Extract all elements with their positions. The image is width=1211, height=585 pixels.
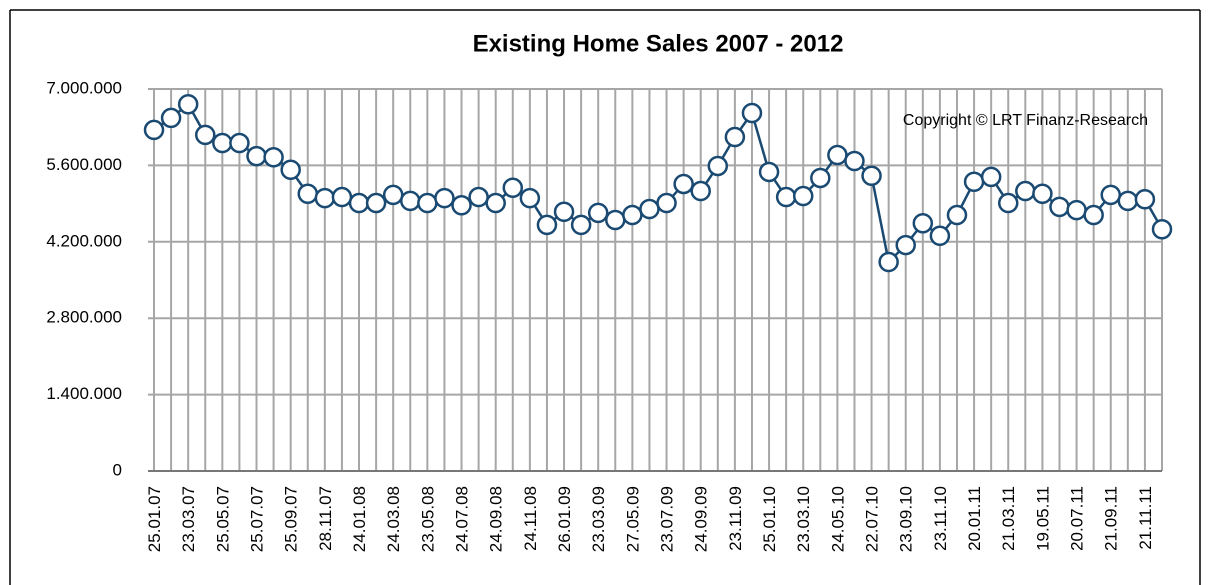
point	[553, 201, 575, 223]
point	[758, 161, 780, 183]
chart-title: Existing Home Sales 2007 - 2012	[473, 30, 844, 57]
point	[417, 192, 438, 214]
point	[536, 214, 558, 236]
point	[656, 192, 677, 214]
point	[246, 145, 267, 167]
x-tick-label: 21.11.11	[1136, 486, 1155, 550]
point	[400, 190, 421, 212]
point	[827, 144, 848, 166]
point	[519, 187, 541, 209]
y-tick-label: 0	[113, 460, 122, 479]
y-tick-label: 7.000.000	[46, 78, 122, 97]
x-tick-label: 23.09.10	[897, 486, 916, 552]
point	[314, 187, 336, 209]
y-tick-label: 2.800.000	[46, 308, 122, 327]
point	[639, 198, 660, 220]
x-tick-label: 27.05.09	[623, 486, 642, 552]
y-tick-label: 5.600.000	[46, 155, 122, 174]
point	[160, 107, 182, 129]
x-tick-label: 23.07.09	[658, 486, 677, 552]
x-tick-label: 25.01.10	[760, 486, 779, 552]
point	[280, 159, 301, 181]
x-tick-label: 24.01.08	[350, 486, 369, 552]
point	[997, 192, 1019, 214]
point	[331, 186, 353, 208]
point	[724, 126, 746, 148]
x-tick-label: 23.03.10	[794, 486, 813, 552]
x-tick-label: 24.07.08	[453, 486, 472, 552]
point	[792, 185, 814, 207]
point	[468, 186, 489, 208]
y-tick-label: 1.400.000	[46, 384, 122, 403]
x-tick-label: 24.09.08	[487, 486, 506, 552]
point	[297, 183, 319, 205]
x-tick-label: 24.11.08	[521, 486, 540, 551]
x-tick-label: 23.11.10	[931, 486, 950, 551]
point	[1083, 204, 1104, 226]
point	[382, 184, 404, 206]
point	[741, 102, 763, 124]
point	[878, 251, 899, 273]
point	[195, 124, 216, 146]
point	[570, 214, 592, 236]
point	[1049, 196, 1070, 218]
point	[861, 165, 882, 187]
point	[1134, 188, 1156, 210]
point	[485, 192, 506, 214]
point	[229, 132, 250, 154]
point	[963, 171, 985, 193]
x-tick-label: 28.11.07	[316, 486, 335, 551]
x-tick-label: 25.01.07	[145, 486, 164, 552]
point	[1100, 184, 1121, 206]
point	[1151, 218, 1173, 240]
point	[673, 173, 694, 195]
x-tick-label: 25.07.07	[248, 486, 267, 552]
point	[143, 119, 165, 141]
x-tick-label: 24.09.09	[692, 486, 711, 552]
point	[775, 186, 797, 208]
point	[451, 194, 472, 216]
point	[348, 192, 370, 214]
x-tick-label: 23.11.09	[726, 486, 745, 551]
point	[622, 204, 643, 226]
point	[502, 177, 524, 199]
x-tick-label: 20.07.11	[1068, 486, 1087, 551]
x-tick-label: 25.09.07	[282, 486, 301, 552]
x-tick-label: 24.03.08	[384, 486, 403, 552]
y-tick-label: 4.200.000	[46, 231, 122, 250]
x-tick-label: 25.05.07	[213, 486, 232, 552]
x-tick-label: 26.01.09	[555, 486, 574, 552]
point	[895, 234, 916, 256]
point	[912, 212, 934, 234]
point	[365, 192, 387, 214]
x-tick-label: 23.03.07	[179, 486, 198, 552]
point	[707, 155, 729, 177]
x-tick-label: 21.09.11	[1102, 486, 1121, 551]
point	[587, 202, 609, 224]
point	[1117, 190, 1139, 212]
annotation: Copyright © LRT Finanz-Research	[903, 112, 1148, 129]
point	[844, 150, 865, 172]
point	[810, 167, 831, 189]
point	[929, 225, 951, 247]
point	[1032, 183, 1053, 205]
x-tick-label: 22.07.10	[863, 486, 882, 552]
point	[177, 94, 199, 115]
point	[980, 166, 1002, 188]
x-tick-label: 24.05.10	[828, 486, 847, 552]
point	[690, 180, 711, 202]
point	[1066, 199, 1087, 221]
point	[263, 146, 284, 168]
point	[212, 132, 233, 154]
x-tick-label: 23.05.08	[418, 486, 437, 552]
x-tick-label: 23.03.09	[589, 486, 608, 552]
point	[434, 187, 455, 209]
point	[605, 209, 626, 231]
point	[946, 204, 968, 226]
point	[1015, 180, 1036, 202]
x-tick-label: 19.05.11	[1033, 486, 1052, 551]
x-tick-label: 20.01.11	[965, 486, 984, 551]
x-tick-label: 21.03.11	[999, 486, 1018, 551]
